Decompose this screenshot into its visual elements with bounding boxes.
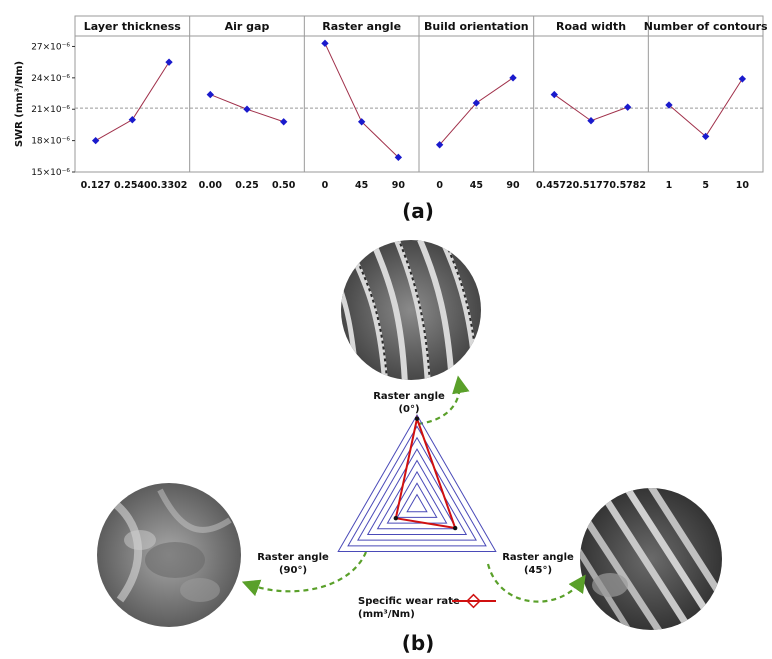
y-tick-label: 18×10⁻⁶ [31,137,70,147]
x-tick-label: 0.50 [272,180,296,191]
x-tick-label: 0.4572 [536,180,573,191]
panel-title: Raster angle [322,20,401,33]
radar-ring [337,414,497,552]
y-tick-label: 24×10⁻⁶ [31,74,70,84]
legend-marker [466,593,481,609]
series-line [95,61,170,142]
radar-ring [357,436,477,541]
series-line [439,77,514,146]
data-point [509,74,517,82]
radar-label-0: Raster angle [373,391,445,402]
sem-image-top [341,240,481,380]
main-effects-plot: 15×10⁻⁶ 18×10⁻⁶ 21×10⁻⁶ 24×10⁻⁶ 27×10⁻⁶ SWR (… [14,15,768,191]
radar-sublabel-0: (0°) [398,404,419,415]
data-point [165,58,173,66]
series-line [324,43,399,158]
radar-point [452,525,458,531]
x-tick-label: 90 [392,180,406,191]
data-point [624,103,632,111]
x-tick-label: 0.25 [235,180,258,191]
x-tick-label: 0.5177 [573,180,610,191]
x-tick-label: 0 [436,180,443,191]
arrow-to-left-image [241,551,368,597]
series-line [554,94,628,122]
radar-ring [386,470,448,524]
radar-point [414,416,420,421]
data-point [472,99,481,107]
data-point [321,39,329,48]
data-point [435,141,444,149]
x-tick-label: 0.00 [199,180,223,191]
x-tick-label: 0.2540 [114,180,151,191]
x-tick-label: 0 [322,180,329,191]
figure-label-a: (a) [402,199,434,223]
data-point [128,116,137,124]
x-tick-label: 0.5782 [609,180,646,191]
radar-chart [337,414,497,552]
x-tick-label: 45 [470,180,483,191]
panel-title: Air gap [225,20,270,33]
x-tick-label: 1 [666,180,673,191]
sem-image-left [97,483,241,627]
legend-series-name: Specific wear rate [358,596,460,607]
data-point [587,117,595,125]
data-point [91,136,100,145]
radar-ring [376,459,458,530]
radar-ring [347,425,487,547]
y-tick-label: 15×10⁻⁶ [31,168,70,178]
x-tick-label: 0.127 [81,180,111,191]
legend-series-unit: (mm³/Nm) [358,609,415,620]
figure-label-b: (b) [402,631,435,655]
radar-ring [396,482,438,518]
data-point [701,132,710,141]
radar-sublabel-2: (90°) [279,565,307,576]
radar-legend: Specific wear rate (mm³/Nm) [358,593,496,620]
radar-label-1: Raster angle [502,552,574,563]
x-tick-label: 10 [736,180,750,191]
panel-title: Number of contours [644,20,768,33]
series-line [668,78,743,138]
y-tick-label: 27×10⁻⁶ [31,42,70,52]
data-point [280,118,288,126]
x-tick-label: 0.3302 [151,180,188,191]
radar-sublabel-1: (45°) [524,565,552,576]
y-tick-label: 21×10⁻⁶ [31,105,70,115]
arrow-to-top-image [417,375,470,426]
panel-title: Layer thickness [84,20,182,33]
y-axis-label: SWR (mm³/Nm) [14,61,25,147]
radar-point [393,516,399,521]
x-tick-label: 45 [355,180,368,191]
radar-series [394,414,457,530]
data-point [206,90,214,99]
x-tick-label: 5 [702,180,709,191]
x-tick-label: 90 [506,180,520,191]
panel-title: Road width [556,20,626,33]
panel-title: Build orientation [424,20,529,33]
radar-label-2: Raster angle [257,552,329,563]
data-point [738,75,747,83]
data-point [550,90,558,99]
data-point [243,105,251,113]
radar-ring [406,493,428,513]
sem-image-right [580,488,722,630]
